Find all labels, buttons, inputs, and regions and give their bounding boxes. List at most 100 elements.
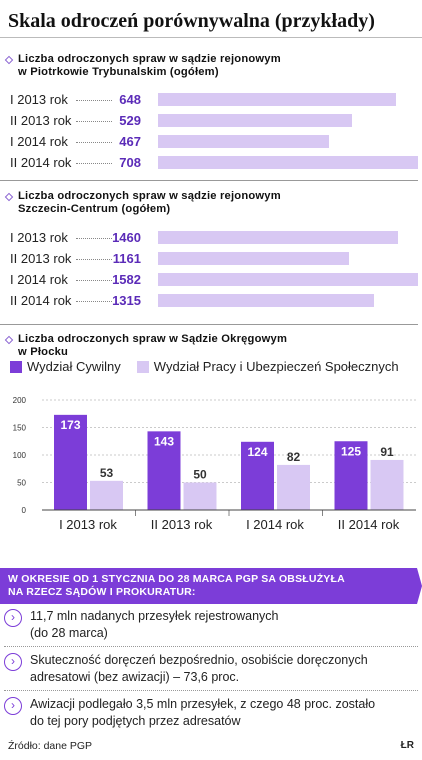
data-label: 124: [247, 445, 267, 459]
legend-label-pracy: Wydział Pracy i Ubezpieczeń Społecznych: [153, 359, 399, 374]
fact-2-line-2: adresatowi (bez awizacji) – 73,6 proc.: [30, 670, 240, 684]
chevron-right-icon: ›: [4, 609, 22, 627]
data-label: 91: [380, 445, 394, 459]
data-label: 50: [193, 468, 207, 482]
leader-dots: [76, 163, 112, 164]
leader-dots: [76, 259, 112, 260]
x-tick-label: II 2014 rok: [338, 517, 400, 532]
y-tick-label: 150: [13, 424, 27, 433]
data-label: 125: [341, 444, 361, 458]
leader-dots: [76, 280, 112, 281]
diamond-icon: [4, 55, 14, 65]
fact-divider: [4, 690, 418, 691]
bar-row: I 2014 rok 1582: [0, 271, 422, 287]
value-label: 1161: [112, 251, 141, 266]
section-1-title: Liczba odroczonych spraw w sądzie rejono…: [18, 53, 281, 79]
bar: [277, 464, 310, 510]
section-2-title: Liczba odroczonych spraw w sądzie rejono…: [18, 190, 281, 216]
divider-1: [0, 180, 418, 181]
banner-arrow: [417, 568, 422, 604]
chevron-right-icon: ›: [4, 697, 22, 715]
legend-item-cywilny: Wydział Cywilny: [10, 359, 121, 374]
section-2-title-line-2: Szczecin-Centrum (ogółem): [18, 203, 171, 215]
y-tick-label: 0: [22, 506, 27, 515]
legend-label-cywilny: Wydział Cywilny: [27, 359, 121, 374]
diamond-icon: [4, 192, 14, 202]
bar: [147, 431, 181, 510]
bar: [158, 114, 353, 127]
category-label: II 2013 rok: [10, 251, 72, 266]
page-title: Skala odroczeń porównywalna (przykłady): [8, 10, 375, 32]
banner-line-1: W okresie od 1 stycznia do 28 marca PGP …: [8, 573, 345, 585]
fact-1-line-1: 11,7 mln nadanych przesyłek rejestrowany…: [30, 609, 279, 623]
value-label: 1582: [112, 272, 141, 287]
section-1-header: Liczba odroczonych spraw w sądzie rejono…: [4, 53, 281, 79]
bar: [334, 441, 368, 510]
section-1-title-line-1: Liczba odroczonych spraw w sądzie rejono…: [18, 53, 281, 65]
source-note: Źródło: dane PGP: [8, 740, 93, 752]
leader-dots: [76, 142, 112, 143]
data-label: 143: [154, 434, 174, 448]
section-1-title-line-2: w Piotrkowie Trybunalskim (ogółem): [18, 66, 219, 78]
bar-row: II 2014 rok 708: [0, 154, 422, 170]
value-label: 529: [119, 113, 141, 128]
chart-plock: 0 50 100 150 200 173 53 I 2013 rok 143 50 II 2013 …: [13, 396, 416, 532]
bar: [183, 482, 217, 510]
value-label: 648: [119, 92, 141, 107]
fact-2-line-1: Skuteczność doręczeń bezpośrednio, osobi…: [30, 653, 368, 667]
data-label: 82: [287, 450, 301, 464]
bar-row: I 2013 rok 1460: [0, 229, 422, 245]
value-label: 467: [119, 134, 141, 149]
title-rule: [0, 37, 422, 38]
section-3-title-line-1: Liczba odroczonych spraw w Sądzie Okręgo…: [18, 333, 288, 345]
divider-2: [0, 324, 418, 325]
section-2-header: Liczba odroczonych spraw w sądzie rejono…: [4, 190, 281, 216]
legend-item-pracy: Wydział Pracy i Ubezpieczeń Społecznych: [136, 359, 399, 374]
section-2-title-line-1: Liczba odroczonych spraw w sądzie rejono…: [18, 190, 281, 202]
category-label: I 2013 rok: [10, 230, 68, 245]
fact-divider: [4, 646, 418, 647]
bar: [158, 156, 418, 169]
x-tick-label: I 2014 rok: [246, 517, 304, 532]
bar: [54, 414, 87, 510]
fact-3-line-2: do tej pory podjętych przez adresatów: [30, 714, 241, 728]
value-label: 708: [119, 155, 141, 170]
bar-row: II 2013 rok 529: [0, 112, 422, 128]
fact-3-line-1: Awizacji podlegało 3,5 mln przesyłek, z …: [30, 697, 376, 711]
bar: [158, 135, 330, 148]
bar: [158, 252, 349, 265]
fact-item: › Awizacji podlegało 3,5 mln przesyłek, …: [4, 696, 418, 730]
value-label: 1460: [112, 230, 141, 245]
bar-row: II 2014 rok 1315: [0, 292, 422, 308]
leader-dots: [76, 121, 112, 122]
top-border: [0, 0, 422, 4]
section-3-title-line-2: w Płocku: [18, 346, 69, 358]
fact-item: › 11,7 mln nadanych przesyłek rejestrowa…: [4, 608, 418, 642]
bar-row: I 2014 rok 467: [0, 133, 422, 149]
fact-text: Awizacji podlegało 3,5 mln przesyłek, z …: [30, 696, 375, 730]
category-label: I 2014 rok: [10, 134, 68, 149]
fact-item: › Skuteczność doręczeń bezpośrednio, oso…: [4, 652, 418, 686]
bar: [158, 294, 375, 307]
category-label: II 2013 rok: [10, 113, 72, 128]
data-label: 53: [100, 466, 114, 480]
bar: [158, 231, 398, 244]
diamond-icon: [4, 335, 14, 345]
x-tick-label: I 2013 rok: [59, 517, 117, 532]
category-label: I 2014 rok: [10, 272, 68, 287]
x-tick-label: II 2013 rok: [151, 517, 213, 532]
banner-line-2: na rzecz sądów i prokuratur:: [8, 586, 196, 598]
info-banner: W okresie od 1 stycznia do 28 marca PGP …: [0, 568, 417, 604]
bar-row: II 2013 rok 1161: [0, 250, 422, 266]
category-label: I 2013 rok: [10, 92, 68, 107]
bar: [241, 441, 274, 510]
bar-row: I 2013 rok 648: [0, 91, 422, 107]
bar: [158, 273, 418, 286]
section-3-title: Liczba odroczonych spraw w Sądzie Okręgo…: [18, 333, 287, 359]
bar: [370, 459, 404, 510]
bar: [90, 480, 123, 510]
data-label: 173: [60, 418, 80, 432]
legend-swatch-light: [136, 360, 149, 373]
y-tick-label: 50: [17, 479, 26, 488]
legend-swatch-dark: [10, 360, 22, 373]
